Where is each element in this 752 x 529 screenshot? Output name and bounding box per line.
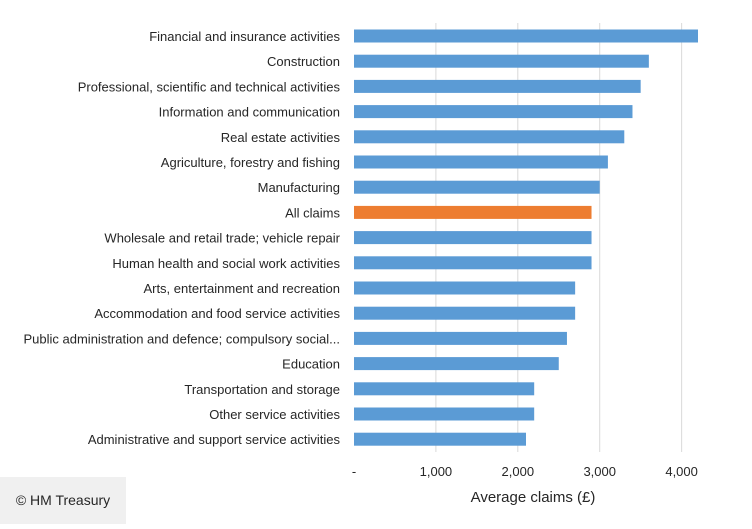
x-tick-label: 3,000 [583,464,616,479]
x-tick-label: - [352,464,356,479]
bar [354,357,559,371]
x-tick-labels: - 1,000 2,000 3,000 4,000 [352,464,698,479]
bar [354,205,592,219]
category-label: Construction [267,54,340,69]
bar [354,407,535,421]
x-tick-label: 2,000 [502,464,535,479]
category-label: Education [282,357,340,372]
category-label: Arts, entertainment and recreation [143,281,340,296]
bar [354,130,625,144]
category-label: Wholesale and retail trade; vehicle repa… [104,231,340,246]
bar [354,281,576,295]
bar [354,54,649,68]
category-label: Accommodation and food service activitie… [94,306,340,321]
category-label: Real estate activities [221,130,341,145]
bar [354,331,567,345]
bar [354,231,592,245]
category-label: Agriculture, forestry and fishing [161,155,340,170]
category-label: Human health and social work activities [112,256,340,271]
category-label: Manufacturing [258,180,340,195]
x-tick-label: 4,000 [665,464,698,479]
bar [354,256,592,270]
bar [354,432,526,446]
x-tick-label: 1,000 [420,464,453,479]
bar [354,306,576,320]
bar [354,382,535,396]
bar [354,180,600,194]
category-label: Financial and insurance activities [149,29,340,44]
category-label: All claims [285,205,340,220]
bar [354,105,633,119]
x-axis-title: Average claims (£) [471,489,596,506]
category-label: Information and communication [159,105,340,120]
category-labels: Financial and insurance activities Constr… [24,29,341,447]
bar [354,79,641,93]
bars [354,29,698,446]
copyright-credit: © HM Treasury [0,477,126,524]
category-label: Transportation and storage [184,382,340,397]
category-label: Other service activities [209,407,340,422]
category-label: Public administration and defence; compu… [24,331,341,346]
bar [354,155,608,169]
category-label: Professional, scientific and technical a… [78,79,341,94]
category-label: Administrative and support service activ… [88,432,341,447]
bar [354,29,698,43]
